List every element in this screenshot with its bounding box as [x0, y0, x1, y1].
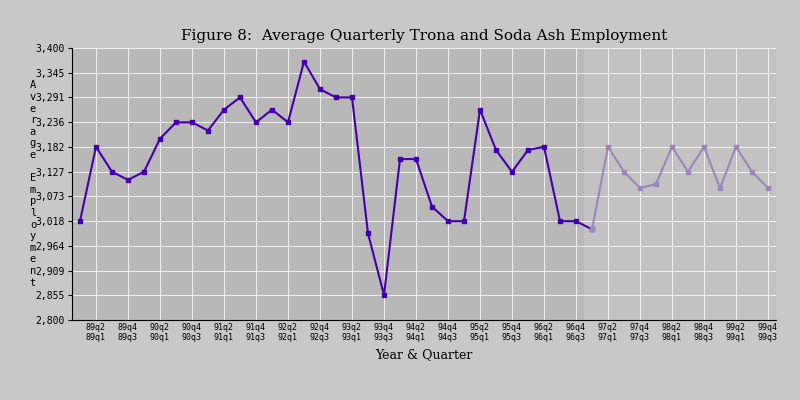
- X-axis label: Year & Quarter: Year & Quarter: [375, 348, 473, 361]
- Bar: [584, 48, 776, 320]
- Title: Figure 8:  Average Quarterly Trona and Soda Ash Employment: Figure 8: Average Quarterly Trona and So…: [181, 29, 667, 43]
- Y-axis label: A
v
e
r
a
g
e
 
E
m
p
l
o
y
m
e
n
t: A v e r a g e E m p l o y m e n t: [30, 80, 36, 288]
